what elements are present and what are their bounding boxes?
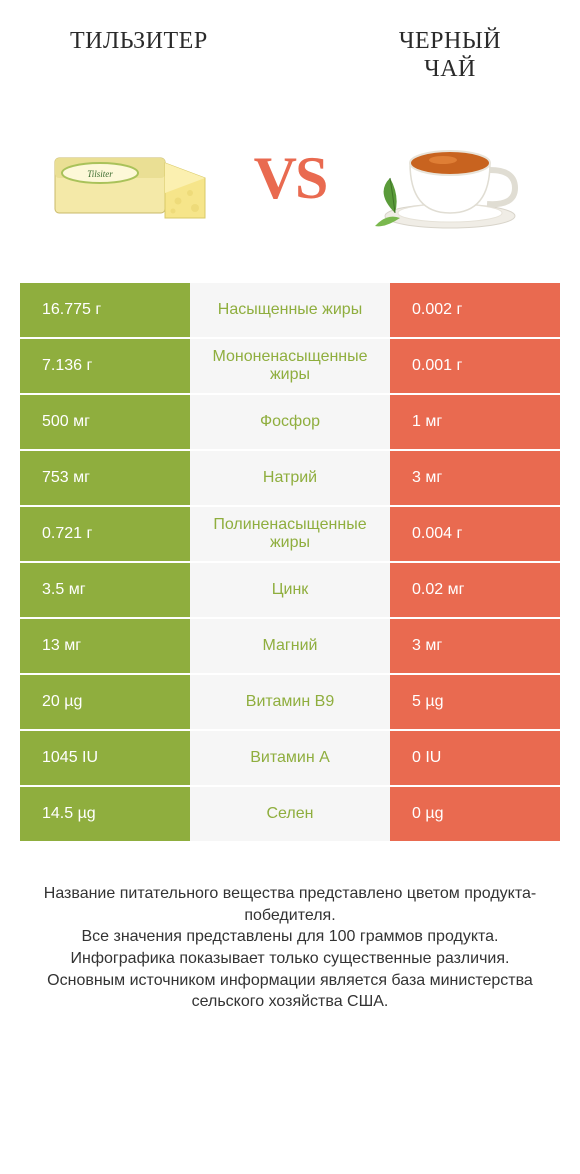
left-product-image: Tilsiter: [40, 113, 220, 243]
nutrient-name-cell: Фосфор: [190, 395, 390, 449]
right-value-cell: 0 IU: [390, 731, 560, 785]
left-product-title: ТИЛЬЗИТЕР: [70, 28, 290, 83]
nutrient-name-cell: Витамин A: [190, 731, 390, 785]
right-title-line2: ЧАЙ: [424, 56, 476, 82]
left-value-cell: 7.136 г: [20, 339, 190, 393]
footer-line: Инфографика показывает только существенн…: [30, 948, 550, 970]
left-value-cell: 14.5 µg: [20, 787, 190, 841]
right-value-cell: 0 µg: [390, 787, 560, 841]
nutrient-name-cell: Селен: [190, 787, 390, 841]
table-row: 3.5 мгЦинк0.02 мг: [20, 563, 560, 619]
left-value-cell: 753 мг: [20, 451, 190, 505]
right-value-cell: 0.002 г: [390, 283, 560, 337]
left-value-cell: 13 мг: [20, 619, 190, 673]
table-row: 0.721 гПолиненасыщенные жиры0.004 г: [20, 507, 560, 563]
left-value-cell: 16.775 г: [20, 283, 190, 337]
nutrient-name-cell: Натрий: [190, 451, 390, 505]
right-product-title: ЧЕРНЫЙ ЧАЙ: [360, 28, 540, 83]
left-value-cell: 3.5 мг: [20, 563, 190, 617]
left-value-cell: 1045 IU: [20, 731, 190, 785]
footer-line: Основным источником информации является …: [30, 970, 550, 1013]
nutrient-name-cell: Витамин B9: [190, 675, 390, 729]
footer-line: Все значения представлены для 100 граммо…: [30, 926, 550, 948]
table-row: 7.136 гМононенасыщенные жиры0.001 г: [20, 339, 560, 395]
right-value-cell: 1 мг: [390, 395, 560, 449]
nutrient-name-cell: Цинк: [190, 563, 390, 617]
nutrient-name-cell: Полиненасыщенные жиры: [190, 507, 390, 561]
svg-text:Tilsiter: Tilsiter: [87, 169, 113, 179]
table-row: 1045 IUВитамин A0 IU: [20, 731, 560, 787]
right-value-cell: 5 µg: [390, 675, 560, 729]
right-value-cell: 3 мг: [390, 451, 560, 505]
nutrient-name-cell: Магний: [190, 619, 390, 673]
left-value-cell: 0.721 г: [20, 507, 190, 561]
nutrient-name-cell: Мононенасыщенные жиры: [190, 339, 390, 393]
footer-line: Название питательного вещества представл…: [30, 883, 550, 926]
header: ТИЛЬЗИТЕР ЧЕРНЫЙ ЧАЙ: [0, 0, 580, 93]
right-value-cell: 0.004 г: [390, 507, 560, 561]
product-images-row: Tilsiter VS: [0, 93, 580, 283]
vs-label: VS: [254, 144, 327, 213]
tea-icon: [365, 118, 535, 238]
table-row: 16.775 гНасыщенные жиры0.002 г: [20, 283, 560, 339]
right-value-cell: 3 мг: [390, 619, 560, 673]
right-value-cell: 0.001 г: [390, 339, 560, 393]
table-row: 13 мгМагний3 мг: [20, 619, 560, 675]
table-row: 500 мгФосфор1 мг: [20, 395, 560, 451]
cheese-icon: Tilsiter: [45, 123, 215, 233]
table-row: 20 µgВитамин B95 µg: [20, 675, 560, 731]
footer-notes: Название питательного вещества представл…: [0, 843, 580, 1033]
nutrition-table: 16.775 гНасыщенные жиры0.002 г7.136 гМон…: [20, 283, 560, 843]
left-value-cell: 20 µg: [20, 675, 190, 729]
left-value-cell: 500 мг: [20, 395, 190, 449]
table-row: 753 мгНатрий3 мг: [20, 451, 560, 507]
right-value-cell: 0.02 мг: [390, 563, 560, 617]
right-title-line1: ЧЕРНЫЙ: [399, 28, 501, 54]
nutrient-name-cell: Насыщенные жиры: [190, 283, 390, 337]
right-product-image: [360, 113, 540, 243]
table-row: 14.5 µgСелен0 µg: [20, 787, 560, 843]
